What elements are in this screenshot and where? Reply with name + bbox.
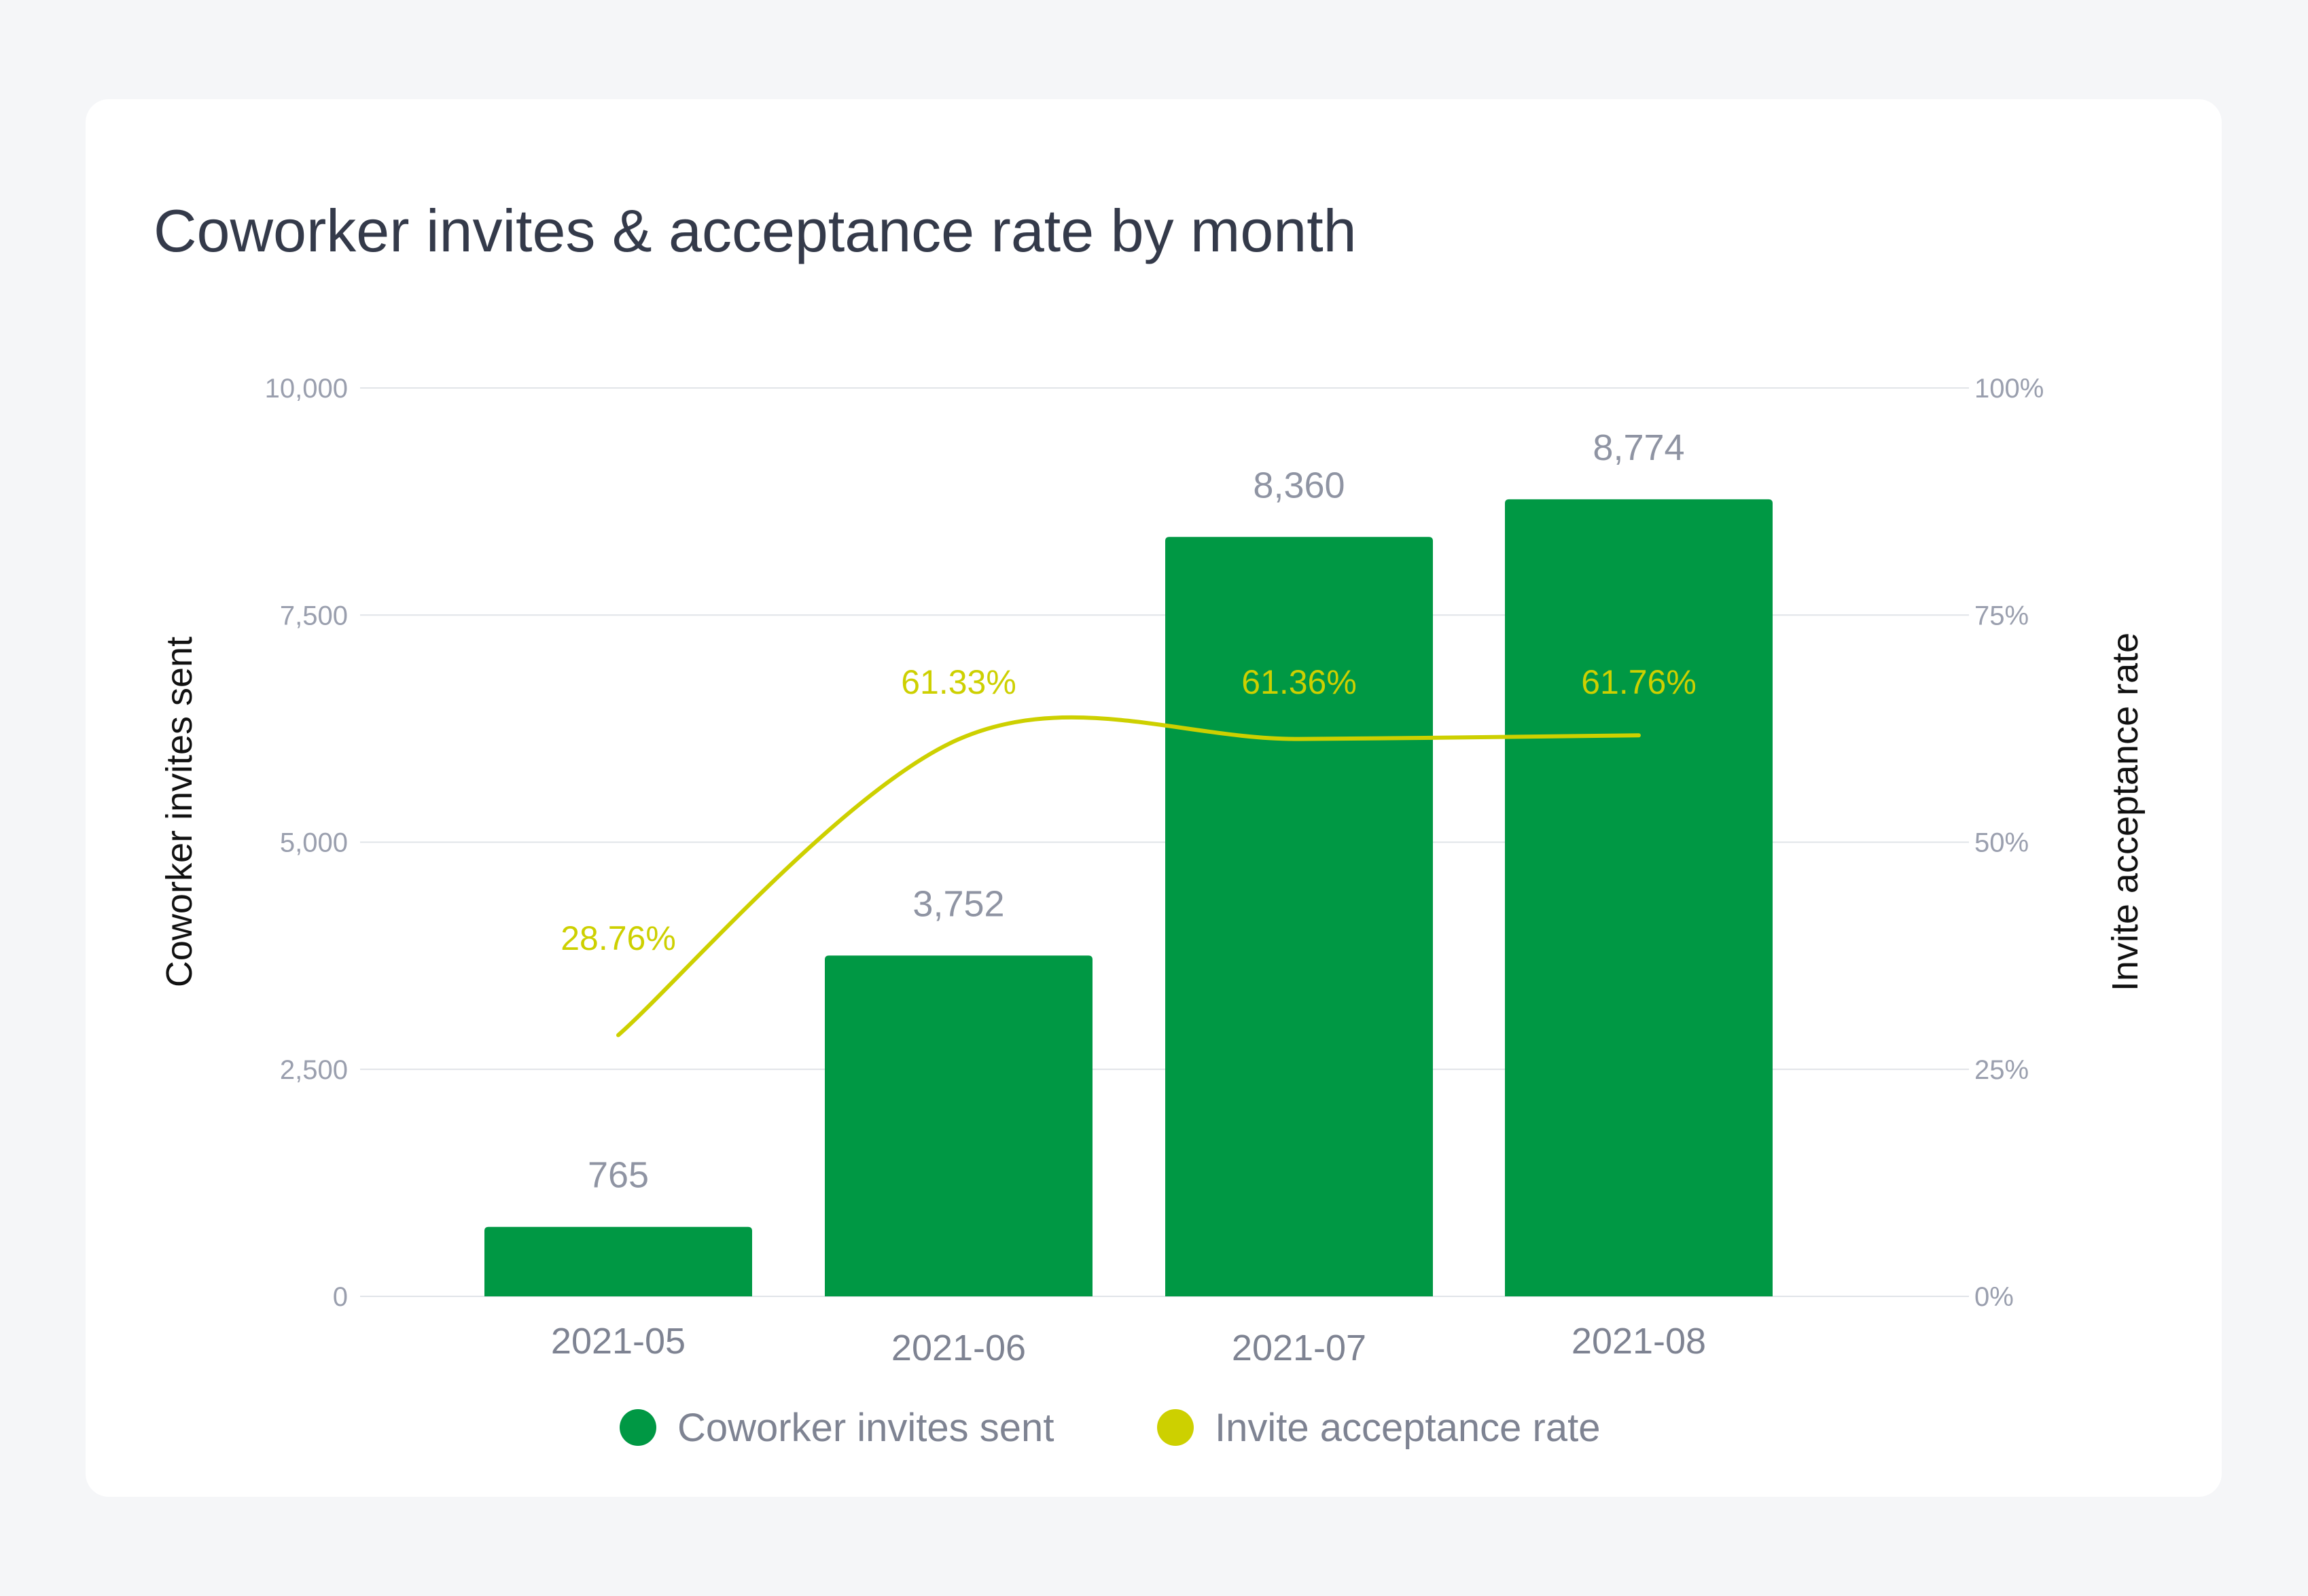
legend: Coworker invites sent Invite acceptance … <box>620 1406 1600 1450</box>
y-tick-label-left: 2,500 <box>280 1055 348 1085</box>
x-tick-label: 2021-07 <box>1232 1328 1366 1368</box>
bar-2021-07 <box>1165 537 1433 1296</box>
rate-value-label: 28.76% <box>561 919 676 957</box>
x-axis-ticks: 2021-05 2021-06 2021-07 2021-08 <box>551 1321 1706 1368</box>
y-tick-label-left: 10,000 <box>265 374 348 404</box>
bar-series <box>484 499 1773 1296</box>
bar-value-label: 8,360 <box>1253 465 1345 506</box>
y-tick-label-right: 100% <box>1974 374 2044 404</box>
right-axis-ticks: 0% 25% 50% 75% 100% <box>1974 374 2044 1312</box>
y-tick-label-left: 7,500 <box>280 601 348 631</box>
y-tick-label-right: 75% <box>1974 601 2029 631</box>
rate-value-label: 61.36% <box>1241 663 1357 701</box>
x-tick-label: 2021-08 <box>1572 1321 1706 1362</box>
left-axis-ticks: 0 2,500 5,000 7,500 10,000 <box>265 374 348 1312</box>
legend-swatch-rate <box>1157 1409 1194 1446</box>
bar-value-label: 3,752 <box>912 883 1004 924</box>
acceptance-rate-line <box>616 715 1641 1038</box>
bar-2021-06 <box>825 955 1093 1296</box>
rate-value-label: 61.33% <box>901 663 1016 701</box>
x-tick-label: 2021-06 <box>891 1328 1026 1368</box>
y-tick-label-left: 0 <box>333 1282 348 1312</box>
y-tick-label-left: 5,000 <box>280 828 348 858</box>
y-axis-label-left: Coworker invites sent <box>159 637 200 987</box>
chart-title: Coworker invites & acceptance rate by mo… <box>154 197 1357 264</box>
legend-label-rate: Invite acceptance rate <box>1215 1406 1600 1450</box>
x-tick-label: 2021-05 <box>551 1321 686 1362</box>
bar-2021-08 <box>1505 499 1773 1296</box>
rate-value-label: 61.76% <box>1581 663 1697 701</box>
legend-label-invites: Coworker invites sent <box>677 1406 1054 1450</box>
y-axis-label-right: Invite acceptance rate <box>2105 633 2146 991</box>
legend-swatch-invites <box>620 1409 656 1446</box>
bar-2021-05 <box>484 1226 752 1296</box>
bar-value-label: 8,774 <box>1593 427 1684 468</box>
y-tick-label-right: 25% <box>1974 1055 2029 1085</box>
y-tick-label-right: 50% <box>1974 828 2029 858</box>
y-tick-label-right: 0% <box>1974 1282 2014 1312</box>
bar-value-label: 765 <box>588 1155 649 1196</box>
line-series <box>616 715 1641 1038</box>
chart-card <box>86 99 2222 1497</box>
data-labels: 765 3,752 8,360 8,774 28.76% 61.33% 61.36% 61.7… <box>561 427 1697 1196</box>
